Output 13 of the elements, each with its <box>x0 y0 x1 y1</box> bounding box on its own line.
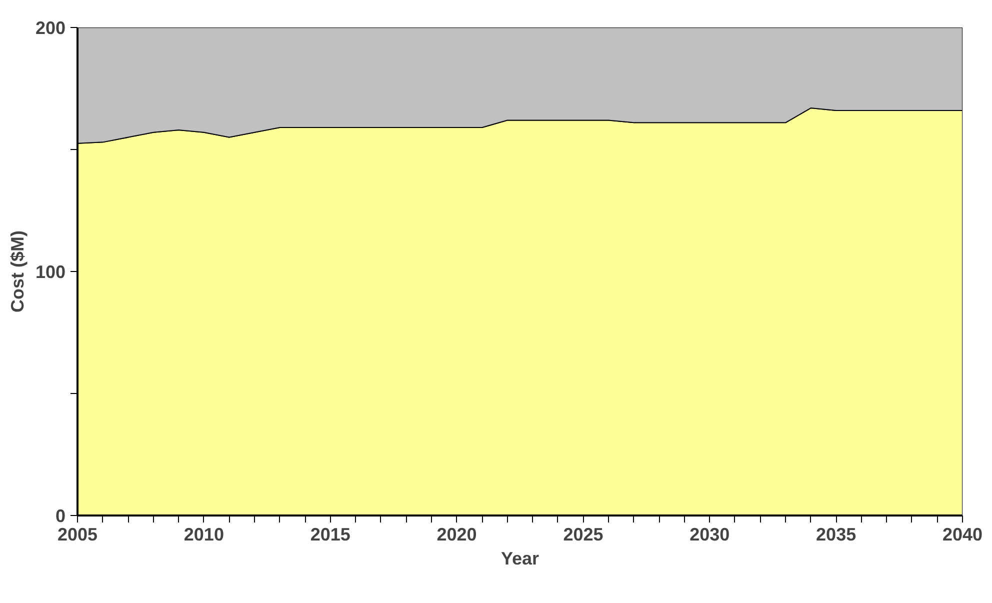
y-tick-label: 0 <box>55 506 66 526</box>
x-tick-label: 2010 <box>184 524 224 544</box>
x-tick-label: 2040 <box>942 524 983 544</box>
x-tick-label: 2035 <box>816 524 856 544</box>
x-tick-label: 2020 <box>436 524 477 544</box>
x-tick-label: 2030 <box>690 524 730 544</box>
y-axis-title: Cost ($M) <box>7 230 28 312</box>
x-axis-title: Year <box>500 548 540 568</box>
y-tick-label: 200 <box>35 18 66 38</box>
x-tick-label: 2025 <box>563 524 604 544</box>
x-tick-label: 2015 <box>310 524 350 544</box>
y-tick-label: 100 <box>35 262 66 282</box>
x-tick-label: 2005 <box>57 524 98 544</box>
